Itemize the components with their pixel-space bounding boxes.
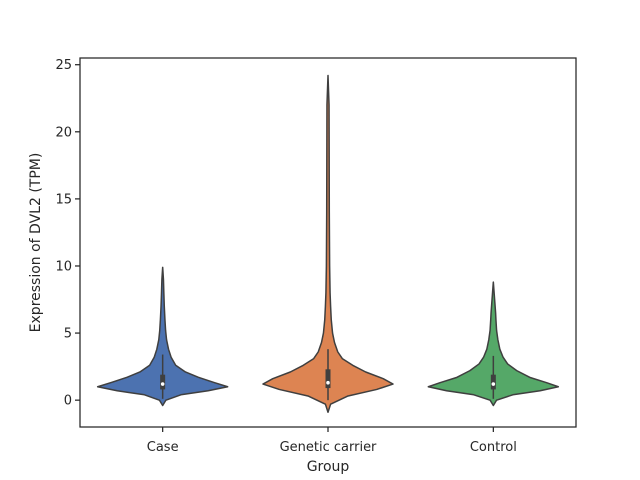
x-tick-label: Control (470, 440, 517, 455)
violin-median-dot (160, 382, 165, 386)
x-tick-label: Genetic carrier (280, 440, 377, 455)
y-tick-label: 10 (55, 259, 72, 274)
violin-median-dot (326, 380, 330, 385)
violin-median-dot (491, 382, 496, 386)
violin-body (262, 74, 394, 413)
y-axis-label: Expression of DVL2 (TPM) (28, 153, 44, 333)
y-axis: 0 5 10 15 20 25 (55, 58, 80, 409)
violins-layer (96, 74, 560, 413)
violin-body (96, 266, 229, 407)
y-tick-label: 20 (55, 125, 72, 140)
x-tick-label: Case (147, 440, 179, 455)
y-tick-label: 25 (55, 58, 72, 73)
x-axis: Case Genetic carrier Control (147, 427, 517, 455)
y-tick-label: 0 (64, 394, 72, 409)
x-axis-label: Group (307, 459, 350, 475)
y-tick-label: 5 (64, 327, 72, 342)
y-tick-label: 15 (55, 192, 72, 207)
violin-body (427, 281, 560, 407)
